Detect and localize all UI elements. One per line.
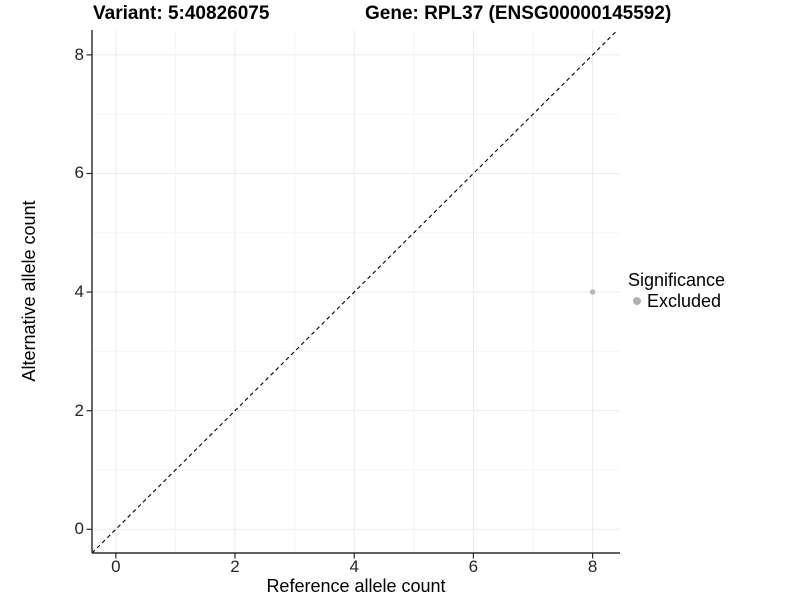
y-tick-label: 0 xyxy=(74,519,84,539)
plot-title-gene: Gene: RPL37 (ENSG00000145592) xyxy=(365,3,672,24)
legend-point-icon xyxy=(633,297,641,305)
identity-line xyxy=(91,29,619,554)
x-axis-title: Reference allele count xyxy=(266,576,446,596)
legend-item-label: Excluded xyxy=(647,291,722,311)
legend: Significance Excluded xyxy=(628,270,725,311)
legend-item-excluded: Excluded xyxy=(628,291,725,311)
data-point xyxy=(589,289,596,295)
x-tick-label: 2 xyxy=(230,557,240,576)
y-tick-label: 4 xyxy=(74,282,84,302)
y-axis-title: Alternative allele count xyxy=(19,200,39,382)
y-tick-label: 8 xyxy=(74,44,84,64)
legend-title: Significance xyxy=(628,270,726,290)
y-tick-label: 2 xyxy=(74,400,84,420)
x-tick-label: 4 xyxy=(349,557,359,576)
plot-title-variant: Variant: 5:40826075 xyxy=(93,3,270,24)
x-tick-label: 0 xyxy=(111,557,121,576)
x-tick-label: 8 xyxy=(587,557,598,576)
x-tick-label: 6 xyxy=(468,557,479,576)
y-tick-label: 6 xyxy=(74,163,84,183)
